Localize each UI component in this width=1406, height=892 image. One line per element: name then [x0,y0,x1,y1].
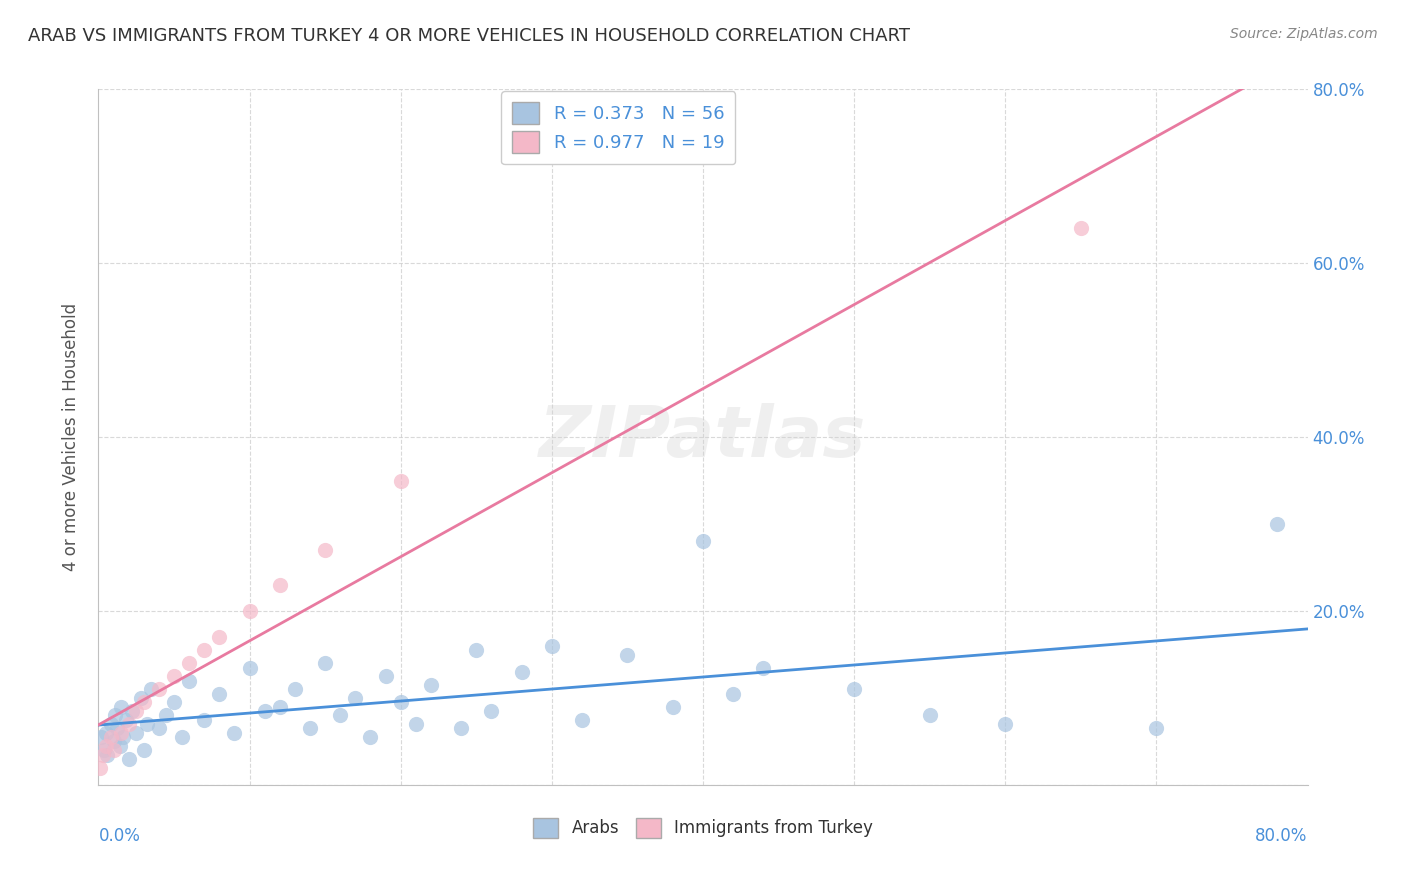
Point [994,717,1017,731]
Point [299,722,322,736]
Point [121,704,143,718]
Point [114,713,136,727]
Point [269,578,291,592]
Point [100,717,122,731]
Point [239,604,262,618]
Point [1070,221,1092,235]
Point [844,682,866,697]
Point [132,743,155,757]
Point [616,648,638,662]
Point [111,730,134,744]
Point [1146,722,1168,736]
Point [163,695,186,709]
Point [141,682,163,697]
Point [110,726,132,740]
Point [314,657,336,671]
Point [135,717,157,731]
Point [90,730,112,744]
Point [170,730,193,744]
Text: ZIPatlas: ZIPatlas [540,402,866,472]
Point [405,717,427,731]
Point [118,752,141,766]
Point [224,726,246,740]
Point [118,717,141,731]
Point [104,708,127,723]
Text: Source: ZipAtlas.com: Source: ZipAtlas.com [1230,27,1378,41]
Point [360,730,382,744]
Point [193,713,215,727]
Point [91,747,114,762]
Point [125,704,148,718]
Text: 80.0%: 80.0% [1256,827,1308,845]
Point [253,704,276,718]
Point [329,708,352,723]
Point [179,657,201,671]
Legend: Arabs, Immigrants from Turkey: Arabs, Immigrants from Turkey [524,809,882,847]
Point [571,713,593,727]
Point [1267,516,1289,531]
Point [105,722,128,736]
Point [132,695,155,709]
Point [389,474,412,488]
Point [103,743,125,757]
Point [93,743,115,757]
Point [155,708,177,723]
Point [269,699,291,714]
Point [148,722,170,736]
Point [208,630,231,644]
Point [661,699,683,714]
Point [94,739,117,753]
Point [344,690,367,705]
Point [89,760,111,774]
Point [163,669,186,683]
Y-axis label: 4 or more Vehicles in Household: 4 or more Vehicles in Household [62,303,80,571]
Point [510,665,533,679]
Point [208,687,231,701]
Point [314,543,336,558]
Point [540,639,562,653]
Point [723,687,745,701]
Point [284,682,307,697]
Text: ARAB VS IMMIGRANTS FROM TURKEY 4 OR MORE VEHICLES IN HOUSEHOLD CORRELATION CHART: ARAB VS IMMIGRANTS FROM TURKEY 4 OR MORE… [28,27,910,45]
Point [918,708,941,723]
Point [465,643,488,657]
Text: 0.0%: 0.0% [98,827,141,845]
Point [125,726,148,740]
Point [110,699,132,714]
Point [96,747,118,762]
Point [108,739,131,753]
Point [752,660,775,674]
Point [148,682,170,697]
Point [389,695,412,709]
Point [179,673,201,688]
Point [374,669,396,683]
Point [481,704,503,718]
Point [239,660,262,674]
Point [193,643,215,657]
Point [100,730,122,744]
Point [103,734,125,748]
Point [692,534,714,549]
Point [420,678,443,692]
Point [129,690,152,705]
Point [94,726,117,740]
Point [450,722,472,736]
